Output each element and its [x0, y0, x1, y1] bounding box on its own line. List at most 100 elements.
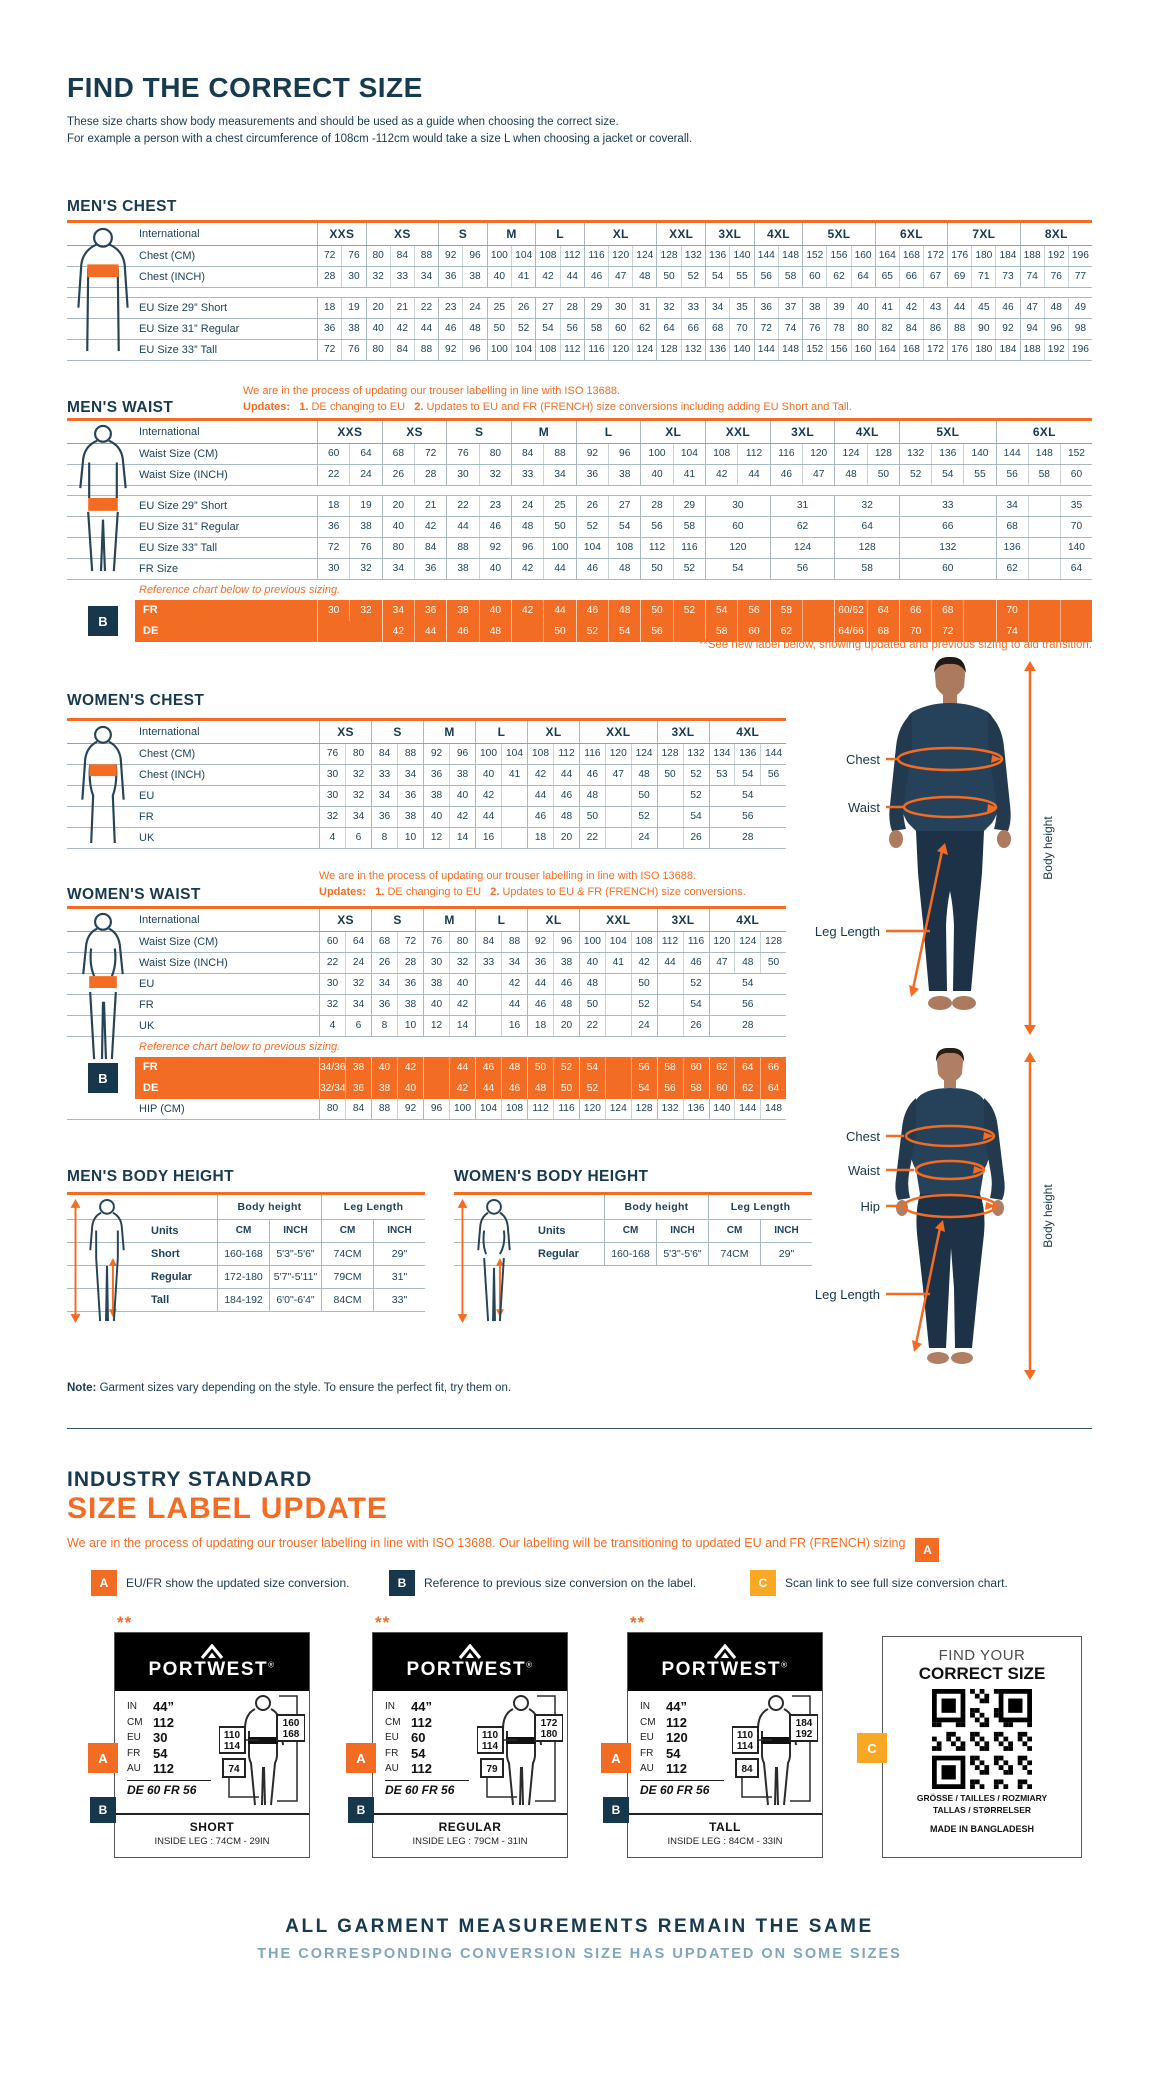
size-value: 76 — [341, 246, 365, 266]
size-value: 16 — [501, 1016, 527, 1036]
male-measurement-figure: Chest Waist Leg Length Body height — [815, 656, 1055, 1035]
size-value: 96 — [522, 542, 534, 553]
size-value: 36 — [586, 469, 599, 480]
size-value: 144 — [760, 744, 786, 764]
size-value: 76 — [457, 448, 469, 459]
size-value: 34 — [345, 995, 371, 1015]
intro-text: These size charts show body measurements… — [67, 114, 692, 148]
row-label: EU Size 29” Short — [139, 500, 228, 512]
size-value: 54 — [630, 1078, 657, 1099]
size-value: 100 — [648, 448, 666, 459]
row-label: Regular — [538, 1248, 579, 1260]
size-value: 180 — [971, 340, 995, 360]
size-value — [1027, 600, 1060, 621]
size-value: 26 — [511, 298, 535, 318]
mens-waist-table: International XXS XS S M L XL XXL 3XL 4XL 5XL 6XL Wa… — [67, 418, 1092, 642]
row-label: Waist Size (INCH) — [139, 469, 228, 481]
card-stars: ** — [375, 1613, 391, 1632]
arrowheads — [912, 1052, 1036, 1380]
waist-label: Waist — [848, 1163, 880, 1178]
size-value: 28 — [397, 953, 423, 973]
size-value: 52 — [682, 765, 709, 785]
size-value: 84 — [482, 936, 495, 947]
size-column-header: 8XL — [1019, 223, 1092, 245]
size-value: 44 — [737, 465, 769, 485]
size-row: CM 112 — [385, 1714, 432, 1730]
size-value: 52 — [672, 559, 705, 579]
size-value: 24 — [462, 298, 486, 318]
units-row: Units CM INCH CM INCH — [454, 1220, 812, 1243]
size-value: 48 — [501, 1057, 527, 1078]
table-row: EU Size 31” Regular 36 38 40 42 44 46 48 50 52 54 5… — [67, 319, 1092, 340]
size-value — [604, 807, 631, 827]
row-label: EU — [139, 978, 155, 990]
size-value: 54 — [931, 465, 963, 485]
previous-sizing-note: Reference chart below to previous sizing… — [139, 584, 341, 596]
size-value: 36 — [378, 811, 391, 822]
body-height-label: Body height — [1041, 1184, 1055, 1248]
size-value: 38 — [462, 267, 486, 287]
table-row: UK 4 6 8 10 12 14 16 18 20 22 24 26 28 — [67, 828, 786, 849]
size-value: 54 — [742, 978, 754, 989]
size-value: 5'3"-5'6" — [656, 1243, 708, 1265]
size-value: 40 — [392, 521, 405, 532]
size-value: 92 — [534, 936, 547, 947]
size-value: 144 — [734, 1099, 760, 1119]
legend-item-a: A EU/FR show the updated size conversion. — [91, 1570, 349, 1596]
row-label: FR Size — [139, 563, 179, 575]
table-row: DE 42 44 46 48 50 52 54 56 58 60 62 64/66 68 70 72 74 — [135, 621, 1092, 642]
size-value: 54 — [608, 621, 640, 642]
size-value: 62 — [780, 626, 793, 637]
row-label: Chest (CM) — [139, 250, 196, 262]
size-value: 26 — [392, 469, 405, 480]
size-value: 120 — [802, 444, 834, 464]
waist-box-value: 110 — [482, 1730, 499, 1741]
size-value — [604, 995, 631, 1015]
size-value: 80 — [372, 250, 384, 261]
size-value — [1027, 496, 1060, 516]
size-value: 136 — [1003, 542, 1021, 553]
size-value: 41 — [672, 465, 705, 485]
size-value: 124 — [630, 744, 657, 764]
waist-box-value: 114 — [737, 1741, 754, 1752]
row-label: DE — [143, 1082, 159, 1094]
size-value: 80 — [449, 932, 475, 952]
size-value: 50 — [543, 517, 575, 537]
size-value: 52 — [682, 786, 709, 806]
size-value: 72 — [760, 323, 772, 334]
row-label: Waist Size (INCH) — [139, 957, 228, 969]
size-value: 47 — [802, 465, 834, 485]
intro-line-1: These size charts show body measurements… — [67, 116, 619, 128]
size-value: 52 — [682, 974, 709, 994]
size-value: 88 — [397, 744, 423, 764]
size-row: EU 120 — [640, 1730, 688, 1745]
size-value: 116 — [553, 1099, 579, 1119]
legend-text: Reference to previous size conversion on… — [424, 1576, 697, 1590]
leg-length-label: Leg Length — [815, 924, 880, 939]
size-value: 22 — [586, 832, 599, 843]
size-value: 52 — [586, 626, 599, 637]
size-value: 79CM — [321, 1266, 373, 1288]
footer-line2: THE CORRESPONDING CONVERSION SIZE HAS UP… — [257, 1946, 902, 1962]
size-value: 40 — [478, 600, 511, 621]
measurement-annotations — [886, 1060, 1032, 1372]
size-value: 96 — [553, 932, 579, 952]
size-column-header: S — [446, 421, 511, 443]
size-column-header: M — [423, 721, 475, 743]
row-label: Units — [151, 1225, 179, 1237]
size-value: 60 — [809, 271, 821, 282]
female-silhouette — [895, 1048, 1005, 1364]
size-row: AU 112 — [640, 1761, 687, 1776]
size-value: 44 — [954, 302, 966, 313]
transition-footnote: **See new label below, showing updated a… — [698, 639, 1092, 651]
size-value: 100 — [583, 936, 601, 947]
size-value: 84CM — [321, 1289, 373, 1311]
size-value: 192 — [1043, 246, 1068, 266]
size-value: 56 — [1006, 469, 1018, 480]
portwest-logo: PORTWEST® — [373, 1633, 567, 1691]
row-label: HIP (CM) — [139, 1103, 185, 1115]
size-value: 68 — [866, 621, 899, 642]
size-value: 84 — [345, 1099, 371, 1119]
size-label-update-title: SIZE LABEL UPDATE — [67, 1492, 388, 1525]
measurement-annotations — [886, 669, 1032, 1027]
